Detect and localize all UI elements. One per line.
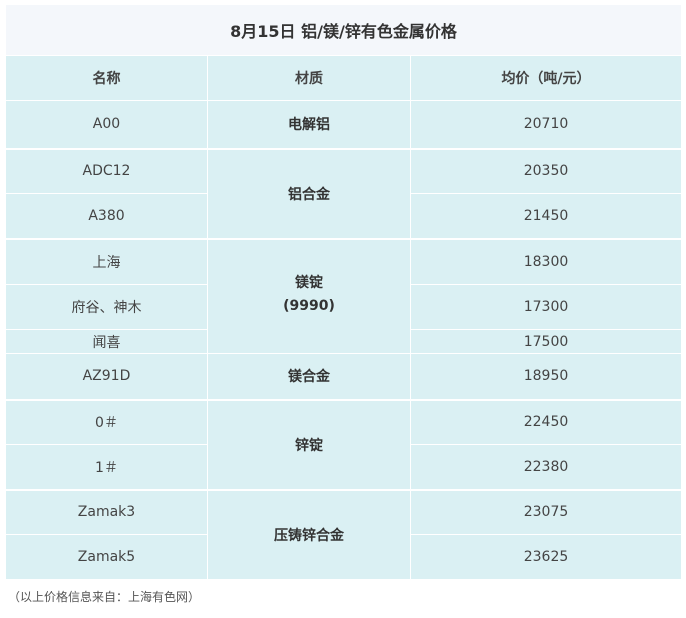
material-line: (9990)	[283, 298, 335, 315]
price-table: 8月15日 铝/镁/锌有色金属价格 名称 材质 均价（吨/元） A00 电解铝 20…	[5, 4, 682, 580]
cell-material: 铝合金	[207, 147, 411, 239]
table-title: 8月15日 铝/镁/锌有色金属价格	[5, 4, 682, 56]
cell-name: 1＃	[5, 444, 208, 490]
cell-name: 府谷、神木	[5, 284, 208, 330]
cell-price: 17300	[410, 284, 682, 330]
cell-name: 上海	[5, 237, 208, 285]
cell-material: 电解铝	[207, 100, 411, 149]
cell-name: Zamak3	[5, 488, 208, 535]
cell-price: 20350	[410, 147, 682, 194]
cell-name: A380	[5, 193, 208, 239]
table-row: 府谷、神木 17300	[5, 284, 682, 330]
cell-material: 镁合金	[207, 353, 411, 400]
table-row: 上海镁锭 (9990) 18300	[5, 237, 682, 354]
header-material: 材质	[207, 55, 411, 101]
cell-name: Zamak5	[5, 534, 208, 580]
table-row: 闻喜 17500	[5, 329, 682, 354]
table-row: Zamak5 23625	[5, 534, 682, 580]
cell-name: 0＃	[5, 398, 208, 445]
cell-price: 22450	[410, 398, 682, 445]
cell-price: 18300	[410, 237, 682, 285]
header-price: 均价（吨/元）	[410, 55, 682, 101]
cell-material: 锌锭	[207, 398, 411, 490]
cell-name: ADC12	[5, 147, 208, 194]
table-row: 0＃ 锌锭 22450	[5, 398, 682, 490]
cell-name: AZ91D	[5, 353, 208, 400]
cell-price: 23625	[410, 534, 682, 580]
table-row: 1＃ 22380	[5, 444, 682, 490]
table-row: AZ91D 镁合金 18950	[5, 353, 682, 400]
table-row: Zamak3 压铸锌合金 23075	[5, 488, 682, 580]
cell-name: 闻喜	[5, 329, 208, 354]
source-footnote: （以上价格信息来自：上海有色网）	[8, 590, 201, 604]
cell-price: 23075	[410, 488, 682, 535]
cell-material: 镁锭 (9990)	[207, 237, 411, 354]
cell-material: 压铸锌合金	[207, 488, 411, 580]
material-line: 镁锭	[295, 275, 323, 292]
cell-price: 17500	[410, 329, 682, 354]
table-row: ADC12 铝合金 20350	[5, 147, 682, 239]
cell-price: 20710	[410, 100, 682, 149]
table-row: A380 21450	[5, 193, 682, 239]
cell-price: 22380	[410, 444, 682, 490]
header-name: 名称	[5, 55, 208, 101]
cell-name: A00	[5, 100, 208, 149]
table-row: A00 电解铝 20710	[5, 100, 682, 149]
cell-price: 18950	[410, 353, 682, 400]
cell-price: 21450	[410, 193, 682, 239]
